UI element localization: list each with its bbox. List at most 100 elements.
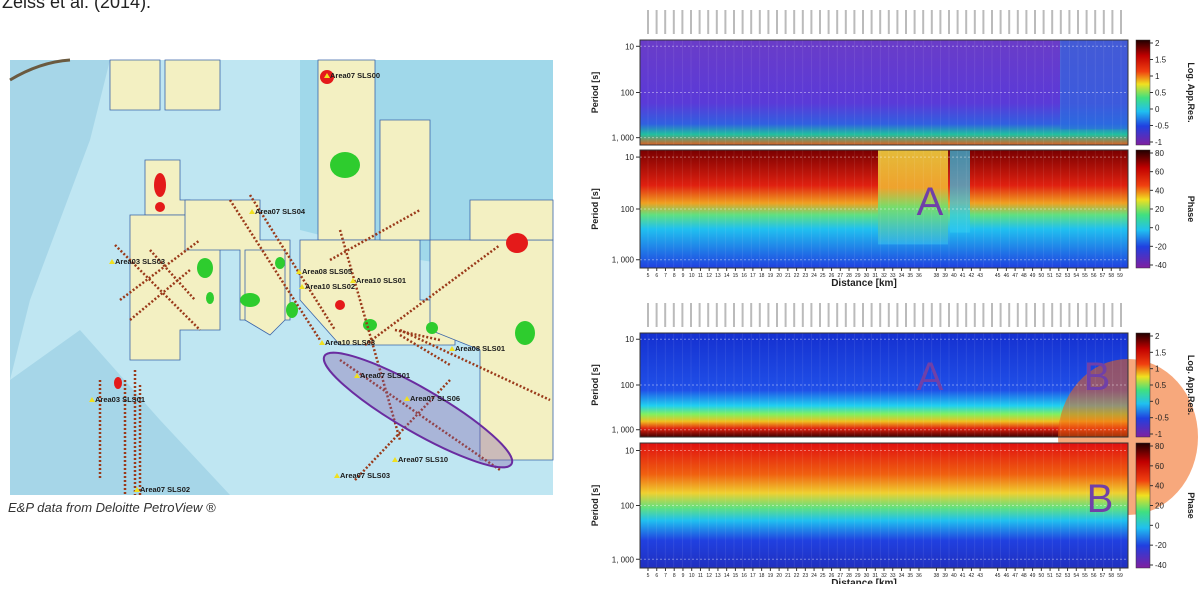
x-tick-label: 58 <box>1108 573 1114 579</box>
colorbar-tick-label: -40 <box>1155 261 1167 270</box>
x-tick-label: 17 <box>750 273 756 279</box>
map <box>10 60 553 495</box>
x-tick-label: 18 <box>759 573 765 579</box>
x-tick-label: 38 <box>934 273 940 279</box>
colorbar-tick-label: 0.5 <box>1155 381 1167 390</box>
x-tick-label: 14 <box>724 573 730 579</box>
x-tick-label: 39 <box>942 273 948 279</box>
y-tick-label: 10 <box>625 42 634 51</box>
x-tick-label: 19 <box>768 273 774 279</box>
y-tick-label: 100 <box>621 205 635 214</box>
x-axis-label: Distance [km] <box>831 578 897 584</box>
map-label: Area07 SLS02 <box>140 485 190 494</box>
x-tick-label: 34 <box>899 573 905 579</box>
x-tick-label: 16 <box>741 273 747 279</box>
colorbar <box>1136 443 1150 568</box>
x-tick-label: 40 <box>951 273 957 279</box>
y-axis-label: Period [s] <box>590 364 600 406</box>
x-tick-label: 24 <box>811 273 817 279</box>
colorbar-tick-label: 80 <box>1155 149 1164 158</box>
x-tick-label: 21 <box>785 273 791 279</box>
x-tick-label: 5 <box>647 573 650 579</box>
colorbar-tick-label: 0 <box>1155 105 1160 114</box>
colorbar-tick-label: 40 <box>1155 186 1164 195</box>
x-tick-label: 52 <box>1056 273 1062 279</box>
map-label: Area07 SLS00 <box>330 71 380 80</box>
colorbar-tick-label: 20 <box>1155 205 1164 214</box>
colorbar-tick-label: -0.5 <box>1155 122 1169 131</box>
section-marker: A <box>917 355 944 399</box>
x-tick-label: 20 <box>776 573 782 579</box>
x-tick-label: 23 <box>803 573 809 579</box>
colorbar-tick-label: -1 <box>1155 138 1163 147</box>
x-tick-label: 54 <box>1074 273 1080 279</box>
heatmap-feature <box>1060 40 1128 129</box>
x-tick-label: 34 <box>899 273 905 279</box>
x-tick-label: 59 <box>1117 573 1123 579</box>
map-label: Area07 SLS06 <box>410 394 460 403</box>
colorbar-tick-label: 60 <box>1155 462 1164 471</box>
x-tick-label: 50 <box>1039 273 1045 279</box>
colorbar <box>1136 333 1150 437</box>
figure: Zeiss et al. (2014).E&P data from Deloit… <box>0 0 1198 584</box>
colorbar-tick-label: -20 <box>1155 541 1167 550</box>
x-tick-label: 55 <box>1082 573 1088 579</box>
y-tick-label: 1, 000 <box>612 555 635 564</box>
x-tick-label: 52 <box>1056 573 1062 579</box>
x-tick-label: 46 <box>1004 273 1010 279</box>
section-panel: 101001, 000Period [s]806040200-20-40Phas… <box>590 442 1196 584</box>
colorbar-label: Phase <box>1186 196 1196 223</box>
map-label: Area07 SLS04 <box>255 207 306 216</box>
colorbar-tick-label: 1.5 <box>1155 56 1167 65</box>
y-tick-label: 10 <box>625 447 634 456</box>
map-label: Area07 SLS03 <box>340 471 390 480</box>
x-tick-label: 41 <box>960 273 966 279</box>
colorbar-label: Log. App.Res. <box>1186 62 1196 122</box>
colorbar-tick-label: 1 <box>1155 365 1160 374</box>
x-tick-label: 42 <box>969 573 975 579</box>
x-tick-label: 55 <box>1082 273 1088 279</box>
x-tick-label: 12 <box>706 573 712 579</box>
map-label: Area07 SLS10 <box>398 455 448 464</box>
colorbar-tick-label: 1 <box>1155 72 1160 81</box>
colorbar-label: Log. App.Res. <box>1186 355 1196 415</box>
x-tick-label: 18 <box>759 273 765 279</box>
x-tick-label: 43 <box>977 573 983 579</box>
colorbar-label: Phase <box>1186 492 1196 519</box>
x-tick-label: 47 <box>1012 573 1018 579</box>
x-tick-label: 5 <box>647 273 650 279</box>
x-tick-label: 38 <box>934 573 940 579</box>
colorbar-tick-label: 40 <box>1155 482 1164 491</box>
x-tick-label: 6 <box>655 273 658 279</box>
x-tick-label: 39 <box>942 573 948 579</box>
x-tick-label: 42 <box>969 273 975 279</box>
x-tick-label: 36 <box>916 273 922 279</box>
map-label: Area08 SLS01 <box>455 344 505 353</box>
x-tick-label: 23 <box>803 273 809 279</box>
x-tick-label: 49 <box>1030 273 1036 279</box>
x-tick-label: 35 <box>907 573 913 579</box>
colorbar-tick-label: 0.5 <box>1155 89 1167 98</box>
x-tick-label: 7 <box>664 273 667 279</box>
map-label: Area08 SLS05 <box>302 267 352 276</box>
x-tick-label: 45 <box>995 273 1001 279</box>
x-tick-label: 6 <box>655 573 658 579</box>
x-tick-label: 24 <box>811 573 817 579</box>
x-tick-label: 9 <box>682 273 685 279</box>
y-tick-label: 1, 000 <box>612 256 635 265</box>
y-axis-label: Period [s] <box>590 72 600 114</box>
x-tick-label: 56 <box>1091 273 1097 279</box>
y-axis-label: Period [s] <box>590 485 600 527</box>
colorbar-tick-label: -40 <box>1155 561 1167 570</box>
x-tick-label: 13 <box>715 273 721 279</box>
x-tick-label: 50 <box>1039 573 1045 579</box>
x-tick-label: 20 <box>776 273 782 279</box>
section-marker: B <box>1087 477 1114 521</box>
x-tick-label: 49 <box>1030 573 1036 579</box>
colorbar-tick-label: 60 <box>1155 168 1164 177</box>
colorbar-tick-label: 0 <box>1155 397 1160 406</box>
colorbar-tick-label: 1.5 <box>1155 348 1167 357</box>
map-caption: E&P data from Deloitte PetroView ® <box>8 500 216 515</box>
y-tick-label: 100 <box>621 381 635 390</box>
x-tick-label: 12 <box>706 273 712 279</box>
